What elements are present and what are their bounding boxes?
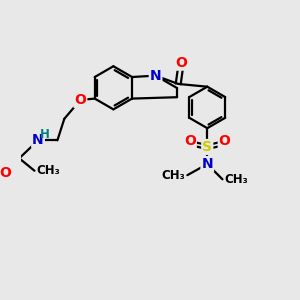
Text: O: O bbox=[175, 56, 187, 70]
Text: H: H bbox=[40, 128, 50, 141]
Text: S: S bbox=[202, 140, 212, 154]
Text: O: O bbox=[184, 134, 196, 148]
Text: N: N bbox=[201, 157, 213, 171]
Text: CH₃: CH₃ bbox=[37, 164, 60, 177]
Text: O: O bbox=[0, 167, 11, 181]
Text: O: O bbox=[74, 93, 86, 107]
Text: N: N bbox=[32, 133, 44, 147]
Text: CH₃: CH₃ bbox=[225, 173, 248, 186]
Text: CH₃: CH₃ bbox=[161, 169, 185, 182]
Text: N: N bbox=[150, 69, 161, 82]
Text: O: O bbox=[219, 134, 231, 148]
